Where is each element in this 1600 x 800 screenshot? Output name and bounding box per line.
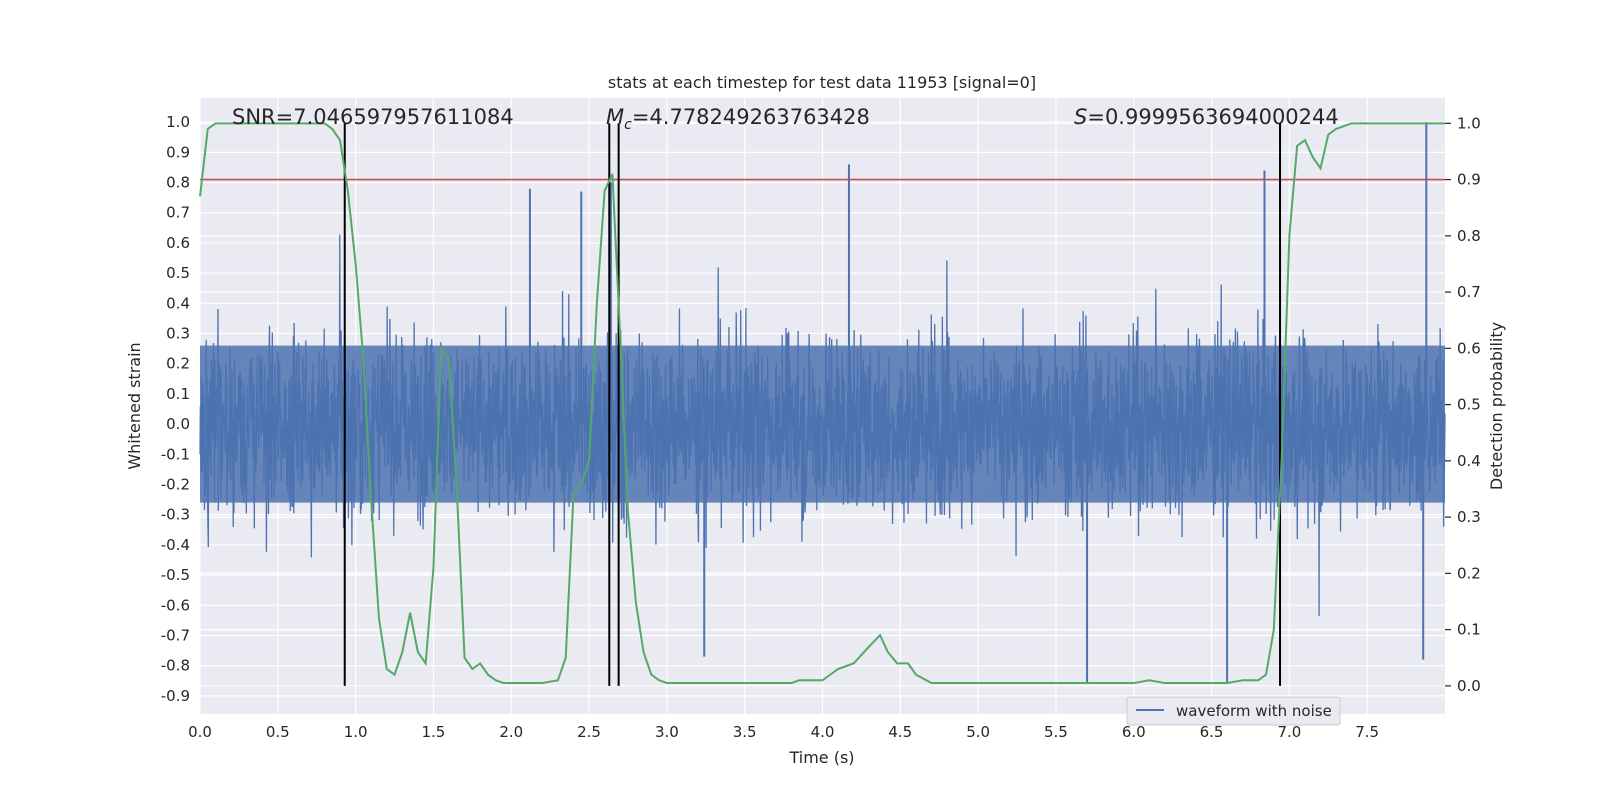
y-tick-label-right: 0.8: [1457, 227, 1481, 245]
y-tick-label-left: -0.5: [161, 566, 190, 584]
y-tick-label-right: 0.4: [1457, 452, 1481, 470]
x-tick-label: 3.0: [655, 723, 679, 741]
y-tick-label-left: -0.3: [161, 506, 190, 524]
y-tick-label-right: 0.7: [1457, 283, 1481, 301]
chirp-mass-value: =4.778249263763428: [632, 105, 870, 129]
chirp-mass-subscript: c: [624, 117, 632, 133]
legend-box: [1126, 696, 1341, 726]
y-tick-label-left: -0.7: [161, 626, 190, 644]
x-tick-label: 1.5: [422, 723, 446, 741]
chirp-mass-symbol: M: [606, 105, 624, 129]
y-tick-label-left: -0.6: [161, 596, 190, 614]
y-tick-label-left: 0.1: [166, 385, 190, 403]
y-tick-label-left: -0.9: [161, 687, 190, 705]
y-tick-label-left: 0.4: [166, 294, 190, 312]
y-tick-label-right: 0.6: [1457, 339, 1481, 357]
x-tick-label: 4.5: [888, 723, 912, 741]
overlay-layer: [199, 122, 1445, 686]
x-tick-label: 2.0: [499, 723, 523, 741]
y-tick-label-right: 0.0: [1457, 677, 1481, 695]
x-tick-label: 1.0: [344, 723, 368, 741]
y-tick-label-left: 0.2: [166, 355, 190, 373]
chart-title: stats at each timestep for test data 119…: [608, 73, 1036, 92]
statistic-annotation: S=0.9999563694000244: [1074, 105, 1339, 129]
x-tick-label: 5.0: [966, 723, 990, 741]
statistic-value: =0.9999563694000244: [1087, 105, 1338, 129]
x-tick-label: 6.5: [1200, 723, 1224, 741]
legend: waveform with noise: [1126, 696, 1341, 726]
y-tick-label-right: 0.5: [1457, 396, 1481, 414]
x-tick-label: 4.0: [811, 723, 835, 741]
y-tick-label-left: 0.9: [166, 143, 190, 161]
y-tick-label-left: 0.7: [166, 204, 190, 222]
legend-label-waveform: waveform with noise: [1176, 702, 1332, 720]
x-tick-label: 0.5: [266, 723, 290, 741]
y-tick-label-left: -0.1: [161, 445, 190, 463]
x-tick-label: 0.0: [188, 723, 212, 741]
x-tick-label: 7.5: [1355, 723, 1379, 741]
chirp-mass-annotation: Mc=4.778249263763428: [606, 105, 870, 133]
x-tick-label: 5.5: [1044, 723, 1068, 741]
x-tick-label: 2.5: [577, 723, 601, 741]
y-tick-label-left: -0.4: [161, 536, 190, 554]
y-tick-label-left: 0.0: [166, 415, 190, 433]
y-tick-label-left: 1.0: [166, 113, 190, 131]
waveform-with-noise-series: [199, 122, 1446, 684]
ticks-layer: 0.0 0.5 1.0 1.5 2.0 2.5 3.0 3.5 4.0 4.5 5.0 5.5 6.0 6…: [161, 113, 1481, 741]
y-tick-label-left: 0.5: [166, 264, 190, 282]
y-axis-label-right: Detection probability: [1487, 322, 1506, 490]
x-tick-label: 3.5: [733, 723, 757, 741]
y-tick-label-left: -0.8: [161, 657, 190, 675]
y-axis-label-left: Whitened strain: [125, 342, 144, 469]
y-tick-label-left: 0.3: [166, 325, 190, 343]
y-tick-label-right: 1.0: [1457, 114, 1481, 132]
y-tick-label-left: 0.6: [166, 234, 190, 252]
x-tick-label: 7.0: [1277, 723, 1301, 741]
y-tick-label-left: 0.8: [166, 174, 190, 192]
x-axis-label: Time (s): [788, 748, 854, 767]
y-tick-label-right: 0.2: [1457, 564, 1481, 582]
y-tick-label-right: 0.3: [1457, 508, 1481, 526]
y-tick-label-right: 0.1: [1457, 621, 1481, 639]
y-tick-label-right: 0.9: [1457, 171, 1481, 189]
statistic-symbol: S: [1074, 105, 1087, 129]
y-tick-label-left: -0.2: [161, 476, 190, 494]
detection-probability-line: [199, 122, 1445, 685]
waveform-core-band: [200, 345, 1445, 503]
x-tick-label: 6.0: [1122, 723, 1146, 741]
snr-annotation: SNR=7.046597957611084: [232, 105, 514, 129]
